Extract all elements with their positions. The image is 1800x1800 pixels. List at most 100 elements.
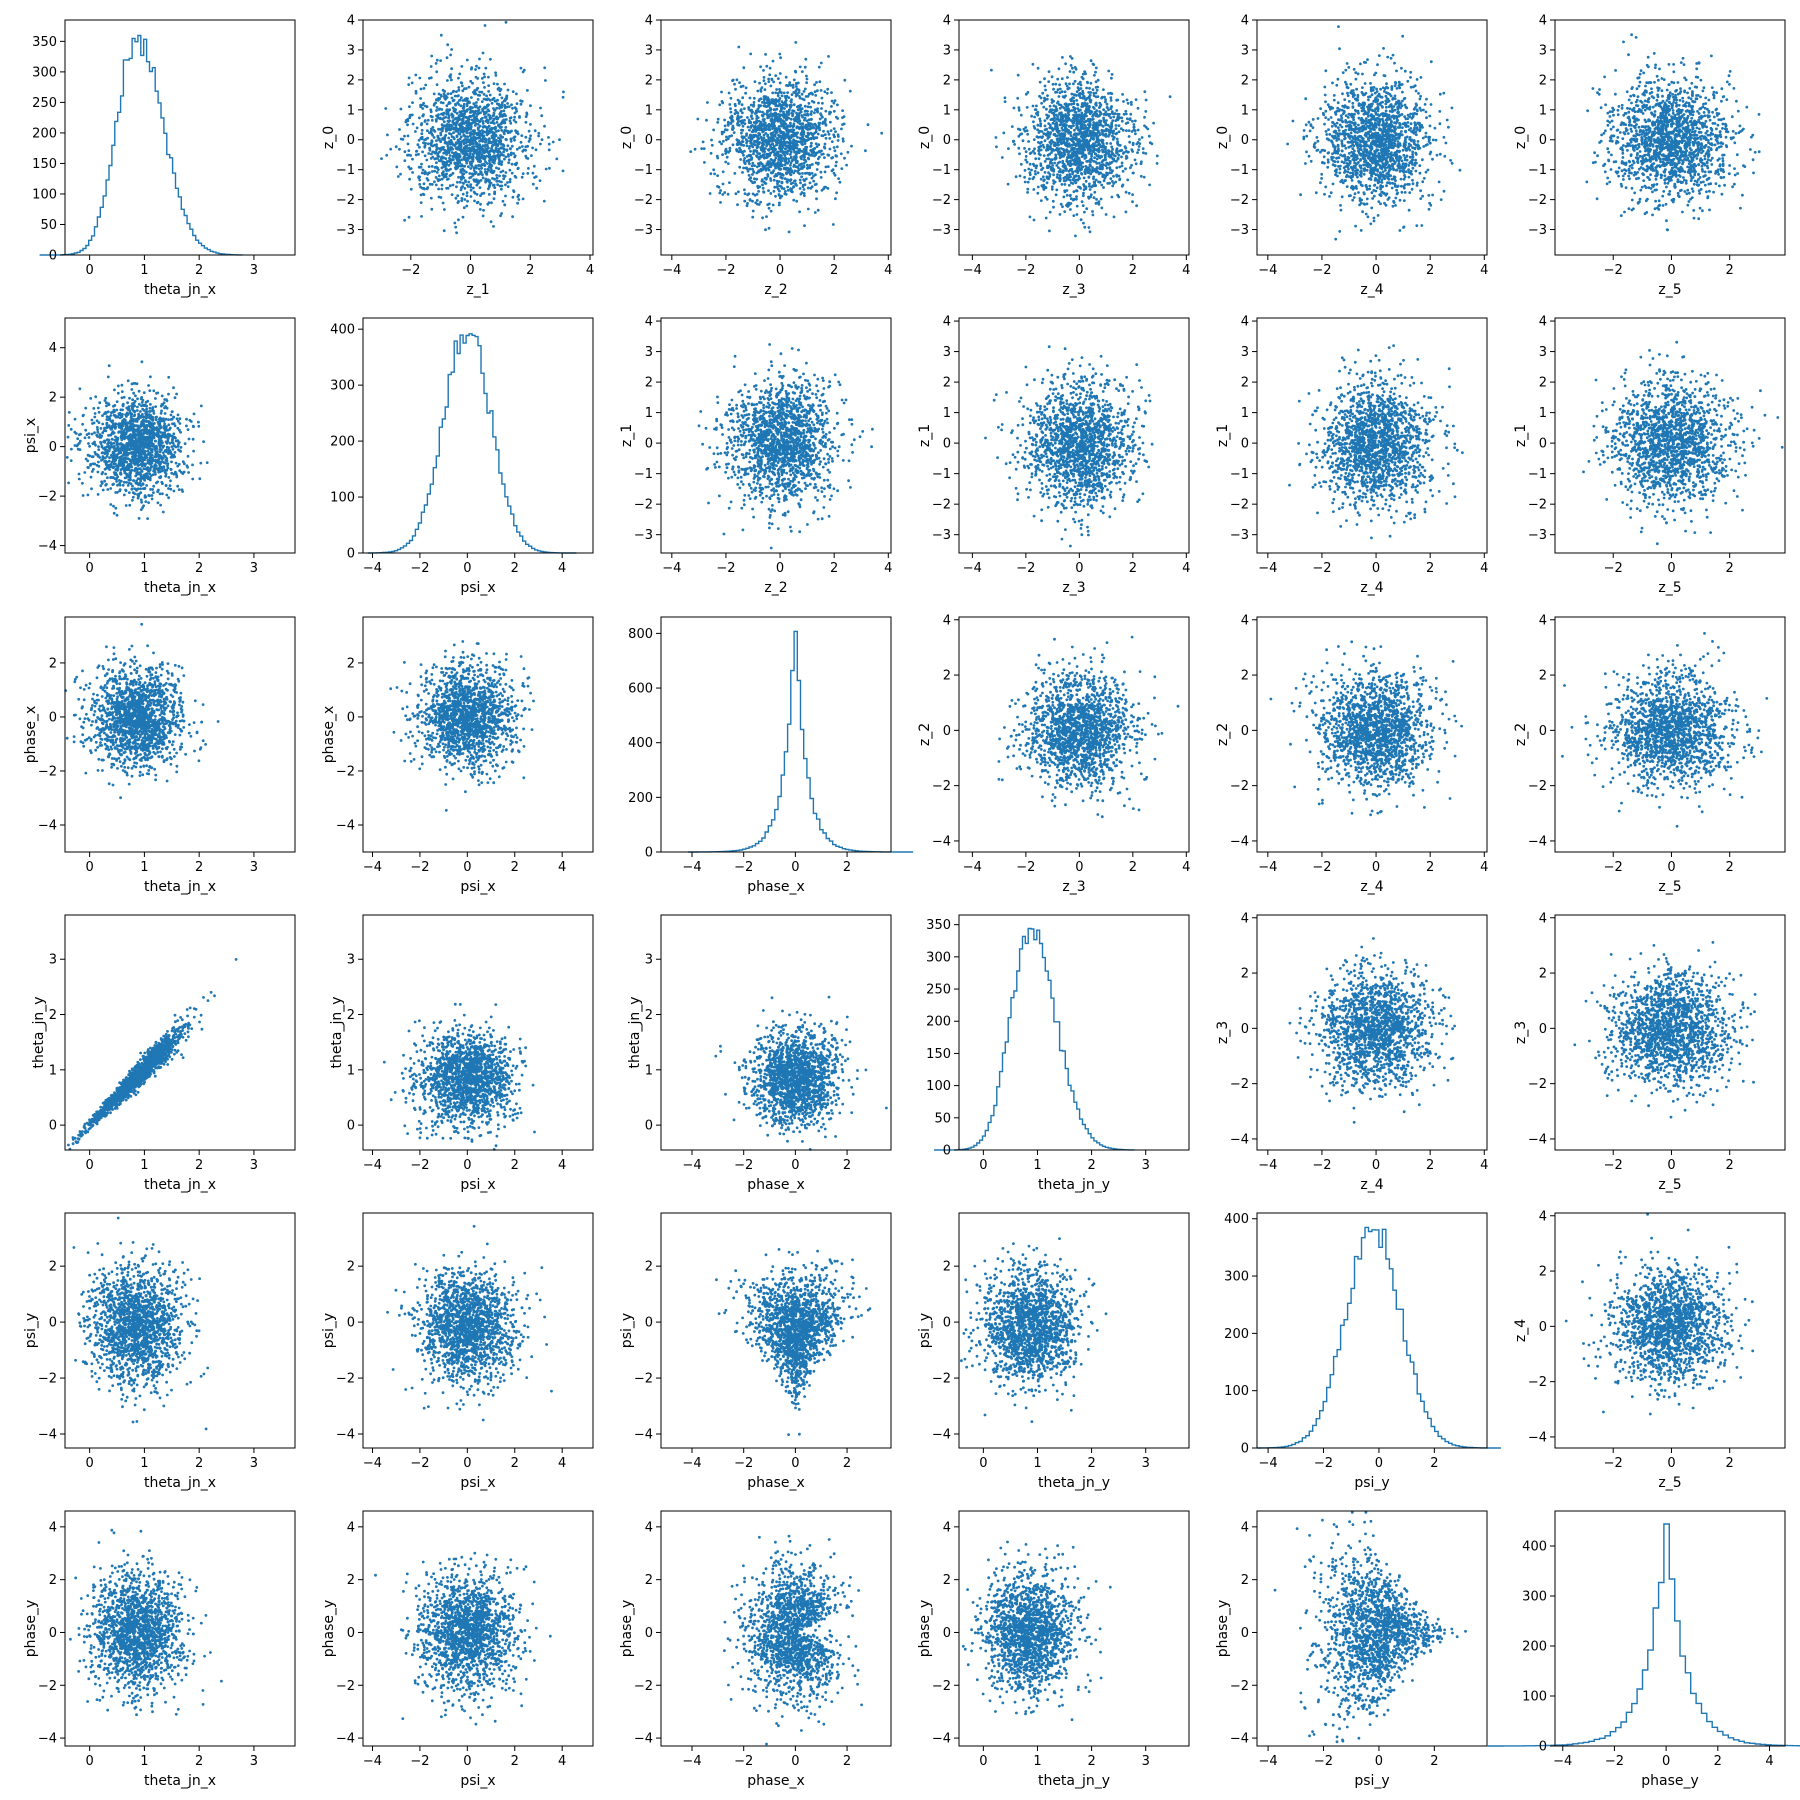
scatter-point [740, 103, 744, 107]
scatter-point [519, 102, 523, 106]
scatter-point [760, 138, 764, 142]
scatter-point [480, 166, 483, 170]
scatter-point [511, 106, 514, 110]
scatter-point [797, 163, 801, 167]
scatter-point [453, 144, 457, 148]
scatter-point [778, 72, 782, 75]
scatter-point [456, 194, 460, 198]
scatter-point [437, 195, 441, 199]
scatter-point [493, 177, 496, 181]
scatter-point [729, 116, 732, 119]
scatter-point [773, 175, 776, 178]
scatter-point [834, 164, 838, 168]
scatter-point [839, 152, 843, 156]
scatter-point [726, 162, 730, 166]
scatter-point [765, 142, 769, 146]
scatter-point [763, 101, 766, 104]
scatter-point [1063, 133, 1067, 136]
scatter-point [782, 120, 786, 123]
scatter-point [1384, 105, 1388, 109]
scatter-point [807, 152, 811, 156]
scatter-point [1030, 168, 1033, 172]
scatter-points [380, 20, 565, 235]
scatter-point [460, 129, 463, 132]
scatter-point [762, 69, 765, 72]
scatter-point [828, 110, 831, 114]
scatter-point [803, 224, 806, 228]
scatter-point [1043, 119, 1047, 122]
scatter-point [833, 99, 837, 102]
scatter-point [395, 165, 399, 169]
scatter-point [802, 188, 806, 191]
scatter-point [515, 161, 519, 165]
scatter-point [439, 93, 443, 97]
scatter-point [1143, 90, 1147, 93]
scatter-point [762, 133, 766, 137]
scatter-point [763, 88, 767, 91]
scatter-point [810, 172, 814, 175]
scatter-point [1081, 139, 1085, 143]
scatter-point [833, 149, 837, 153]
y-tick-label: 200 [32, 126, 57, 141]
scatter-point [437, 155, 441, 158]
scatter-point [454, 151, 458, 154]
scatter-point [1060, 77, 1064, 81]
scatter-point [758, 81, 761, 85]
scatter-point [833, 135, 836, 139]
scatter-point [1057, 170, 1061, 174]
scatter-point [434, 183, 438, 187]
scatter-point [442, 92, 446, 96]
scatter-point [1017, 146, 1021, 150]
scatter-point [1072, 121, 1076, 125]
y-tick-label: −3 [634, 223, 653, 238]
scatter-point [508, 178, 512, 181]
scatter-point [1057, 166, 1060, 170]
scatter-point [1093, 167, 1097, 171]
scatter-point [774, 111, 777, 115]
scatter-point [1121, 169, 1125, 173]
scatter-point [411, 171, 414, 174]
scatter-point [1070, 170, 1074, 173]
scatter-point [451, 171, 455, 175]
scatter-point [1069, 64, 1073, 67]
scatter-point [1112, 174, 1115, 178]
scatter-point [716, 185, 719, 188]
scatter-point [795, 199, 799, 203]
scatter-point [781, 134, 785, 138]
scatter-point [1079, 218, 1083, 222]
scatter-point [765, 215, 768, 219]
scatter-point [492, 169, 496, 173]
scatter-point [736, 98, 740, 102]
scatter-point [1073, 128, 1076, 132]
scatter-point [770, 134, 774, 138]
scatter-point [1014, 175, 1018, 179]
scatter-point [439, 140, 443, 144]
scatter-point [448, 184, 452, 188]
scatter-point [423, 154, 427, 158]
y-tick-label: 2 [943, 73, 951, 88]
scatter-point [1111, 169, 1114, 173]
scatter-point [504, 126, 508, 129]
scatter-point [761, 130, 765, 134]
scatter-point [1076, 147, 1079, 151]
scatter-point [1115, 166, 1119, 170]
scatter-point [455, 90, 458, 93]
scatter-point [1109, 155, 1113, 159]
scatter-point [749, 133, 752, 137]
scatter-point [1037, 157, 1041, 161]
scatter-point [1045, 197, 1049, 201]
scatter-point [790, 98, 793, 102]
scatter-point [449, 146, 452, 149]
scatter-point [1075, 189, 1078, 193]
x-tick-label: −2 [1016, 263, 1035, 278]
scatter-point [739, 85, 743, 89]
scatter-point [406, 153, 409, 157]
scatter-point [1061, 159, 1065, 163]
scatter-point [1059, 118, 1062, 122]
scatter-point [461, 192, 465, 196]
scatter-point [1059, 202, 1063, 206]
scatter-point [750, 156, 754, 160]
scatter-points [1286, 25, 1462, 241]
scatter-point [1038, 129, 1042, 133]
scatter-point [503, 82, 506, 86]
